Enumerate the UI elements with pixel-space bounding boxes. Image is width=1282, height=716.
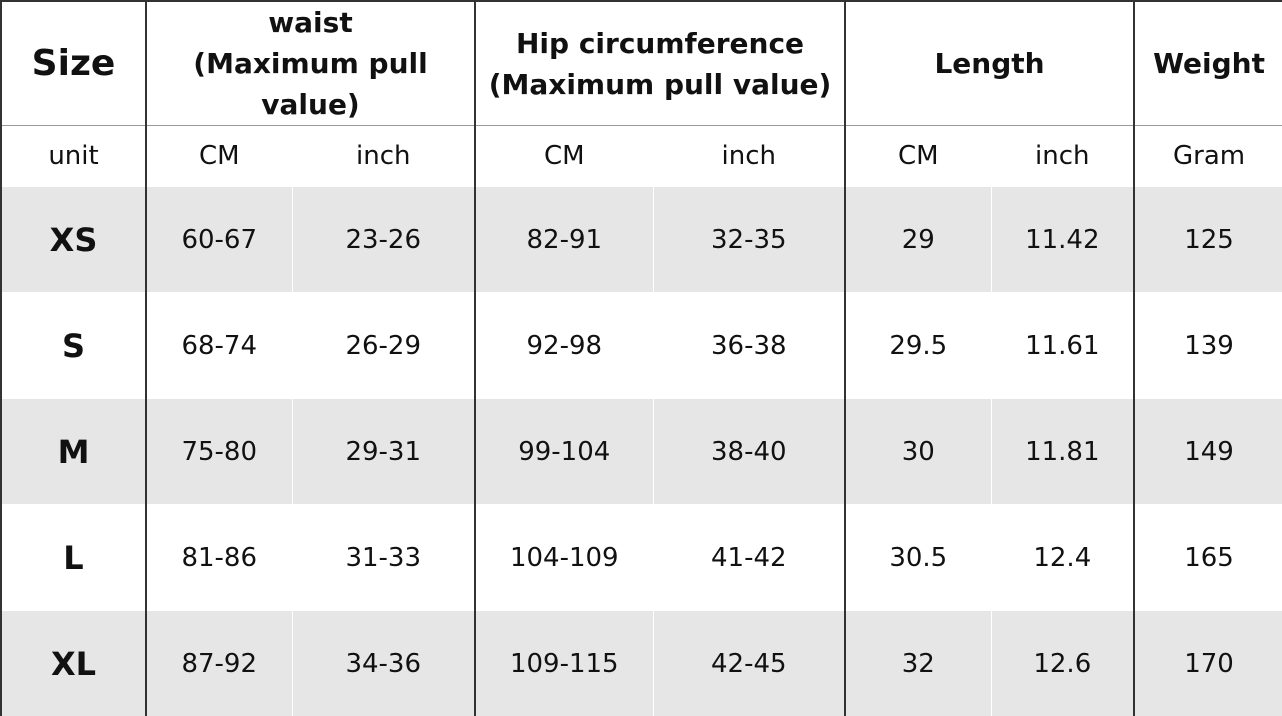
size-label: M: [1, 399, 146, 505]
size-value: 170: [1134, 611, 1282, 716]
unit-cell: CM: [845, 126, 991, 187]
size-value: 60-67: [146, 187, 292, 293]
header-line: Hip circumference: [476, 23, 844, 64]
size-value: 109-115: [475, 611, 653, 716]
size-label: XL: [1, 611, 146, 716]
header-cell: waist(Maximum pull value): [146, 1, 475, 126]
header-line: Weight: [1135, 43, 1282, 84]
size-value: 99-104: [475, 399, 653, 505]
size-label: XS: [1, 187, 146, 293]
size-value: 32-35: [653, 187, 845, 293]
unit-cell: CM: [475, 126, 653, 187]
size-value: 68-74: [146, 293, 292, 399]
size-value: 32: [845, 611, 991, 716]
unit-cell: inch: [292, 126, 475, 187]
size-value: 29-31: [292, 399, 475, 505]
header-cell: Hip circumference(Maximum pull value): [475, 1, 845, 126]
header-line: Length: [846, 43, 1133, 84]
size-value: 23-26: [292, 187, 475, 293]
size-value: 26-29: [292, 293, 475, 399]
header-cell: Size: [1, 1, 146, 126]
unit-cell: inch: [991, 126, 1134, 187]
size-value: 41-42: [653, 505, 845, 611]
size-value: 11.61: [991, 293, 1134, 399]
size-value: 82-91: [475, 187, 653, 293]
size-label: S: [1, 293, 146, 399]
size-value: 165: [1134, 505, 1282, 611]
size-value: 12.4: [991, 505, 1134, 611]
unit-cell: Gram: [1134, 126, 1282, 187]
header-line: (Maximum pull value): [147, 43, 474, 125]
size-label: L: [1, 505, 146, 611]
header-cell: Length: [845, 1, 1134, 126]
size-value: 30: [845, 399, 991, 505]
size-value: 87-92: [146, 611, 292, 716]
header-line: Size: [2, 43, 145, 84]
size-value: 30.5: [845, 505, 991, 611]
unit-cell: inch: [653, 126, 845, 187]
size-value: 81-86: [146, 505, 292, 611]
unit-cell: CM: [146, 126, 292, 187]
header-cell: Weight: [1134, 1, 1282, 126]
size-value: 104-109: [475, 505, 653, 611]
size-value: 12.6: [991, 611, 1134, 716]
size-value: 92-98: [475, 293, 653, 399]
size-value: 125: [1134, 187, 1282, 293]
size-value: 34-36: [292, 611, 475, 716]
size-value: 38-40: [653, 399, 845, 505]
size-value: 139: [1134, 293, 1282, 399]
header-line: (Maximum pull value): [476, 64, 844, 105]
size-value: 75-80: [146, 399, 292, 505]
unit-cell: unit: [1, 126, 146, 187]
size-value: 29: [845, 187, 991, 293]
size-value: 149: [1134, 399, 1282, 505]
size-value: 11.42: [991, 187, 1134, 293]
size-value: 36-38: [653, 293, 845, 399]
size-value: 11.81: [991, 399, 1134, 505]
size-value: 42-45: [653, 611, 845, 716]
size-value: 29.5: [845, 293, 991, 399]
header-line: waist: [147, 2, 474, 43]
size-value: 31-33: [292, 505, 475, 611]
